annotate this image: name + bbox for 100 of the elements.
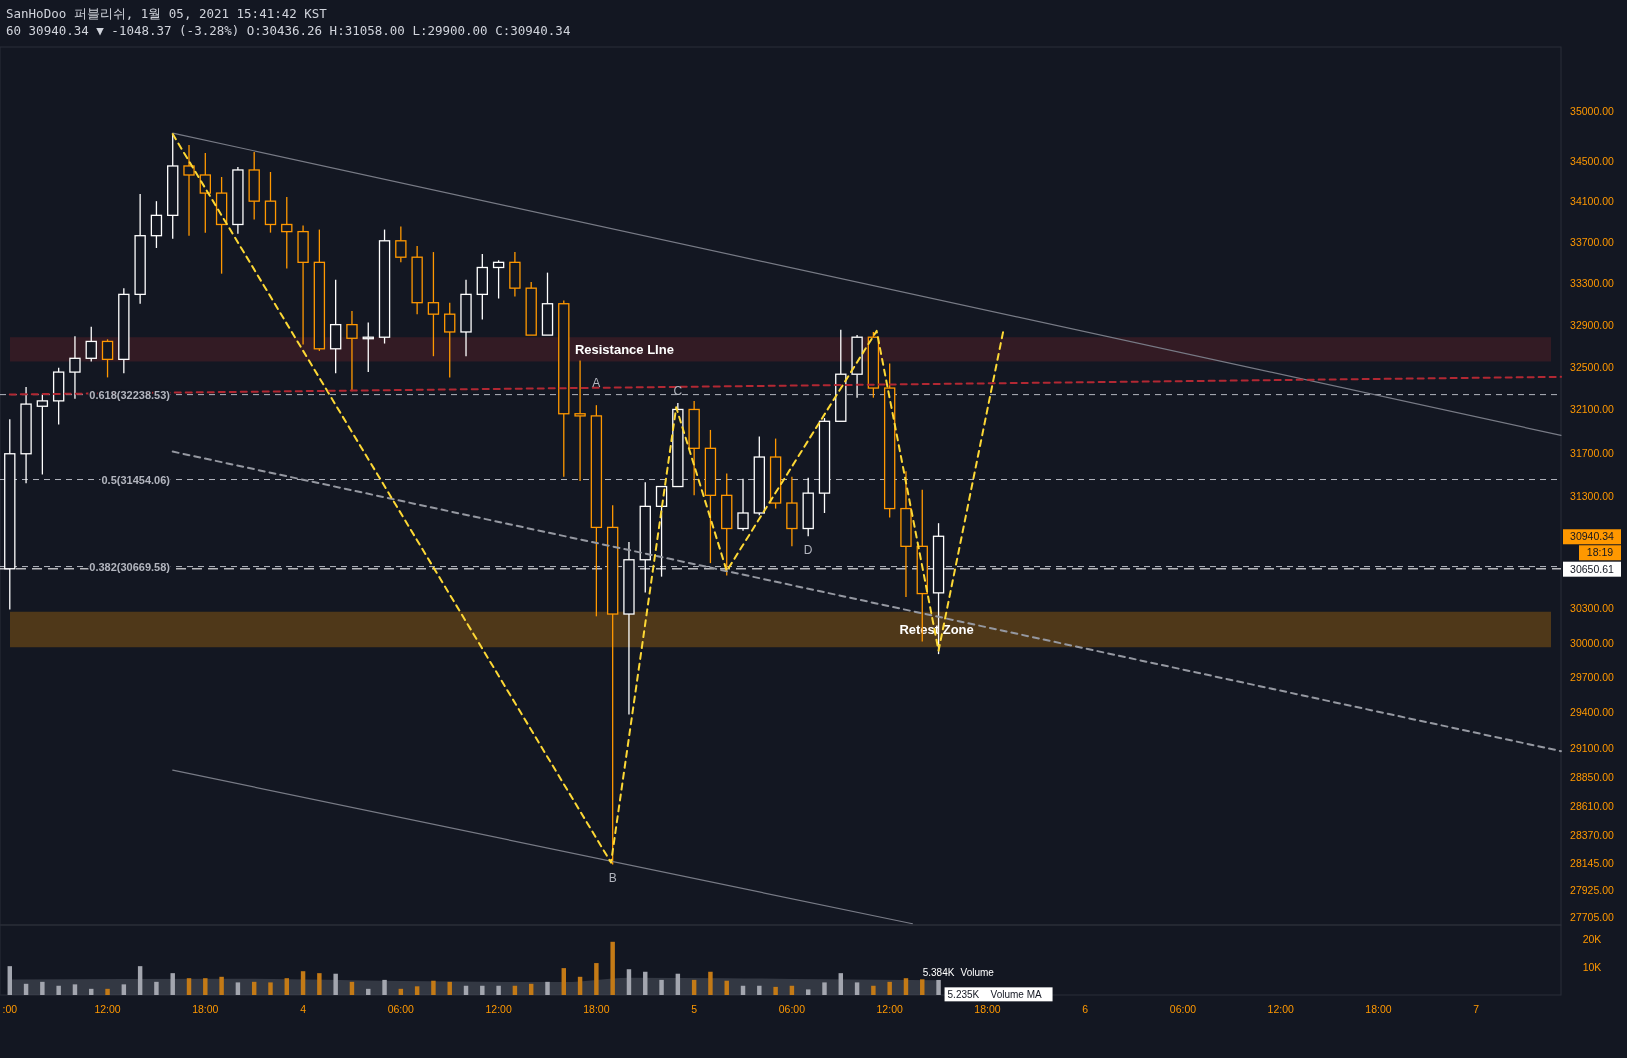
bar (757, 985, 762, 995)
x-tick-label: 06:00 (387, 1003, 415, 1015)
data-label: 5.384K (922, 966, 955, 978)
x-tick-label: 7 (1473, 1003, 1480, 1015)
bar (610, 941, 615, 995)
candlestick (737, 478, 749, 532)
candlestick (232, 166, 244, 235)
text: Volume MA (990, 989, 1043, 1001)
y-tick-label: 30000.00 (1570, 636, 1615, 649)
bar (121, 984, 127, 995)
x-tick-label: 18:00 (1365, 1003, 1392, 1015)
x-tick-label: 06:00 (1169, 1003, 1197, 1015)
bar (920, 979, 925, 995)
text: 30940.34 (1570, 530, 1615, 543)
x-tick-label: 06:00 (778, 1003, 806, 1015)
y-tick-label: 20K (1582, 933, 1602, 945)
y-tick-label: 28145.00 (1570, 856, 1615, 869)
chart-subtitle: 60 30940.34 ▼ -1048.37 (-3.28%) O:30436.26 H:31058.00 L:29900.00 C:30940.34 (6, 23, 571, 38)
y-tick-label: 32900.00 (1570, 318, 1615, 331)
bar (349, 981, 355, 995)
annotation: B (608, 871, 617, 886)
bar (691, 979, 697, 995)
x-tick-label: 12:00 (94, 1003, 121, 1015)
bar (317, 973, 322, 995)
x-tick-label: 12:00 (876, 1003, 903, 1015)
y-tick-label: 35000.00 (1570, 105, 1615, 118)
bar (72, 984, 78, 995)
annotation: D (803, 543, 813, 558)
bar (333, 973, 338, 995)
bar (7, 966, 12, 995)
y-tick-label: 29100.00 (1570, 741, 1615, 754)
bar (773, 986, 778, 995)
x-tick-label: 5 (691, 1003, 698, 1015)
chart-title: SanHoDoo 퍼블리쉬, 1월 05, 2021 15:41:42 KST (6, 6, 328, 21)
line-series (171, 133, 1005, 864)
band-label: Resistance LIne (574, 342, 674, 358)
candlestick (297, 224, 309, 346)
x-tick-label: 12:00 (485, 1003, 512, 1015)
candlestick (183, 144, 195, 237)
bar (871, 985, 876, 995)
series-label: Volume (960, 966, 995, 978)
bar (268, 982, 273, 995)
bar (203, 978, 208, 995)
candlestick (786, 476, 798, 547)
bar (496, 985, 501, 995)
x-tick-label: 18:00 (583, 1003, 610, 1015)
candlestick (900, 470, 912, 598)
bar (235, 982, 241, 995)
y-tick-label: 33300.00 (1570, 276, 1615, 289)
y-tick-label: 27925.00 (1570, 883, 1615, 896)
bar (708, 971, 713, 995)
candlestick (541, 271, 554, 336)
y-tick-label: 32100.00 (1570, 403, 1615, 416)
y-tick-label: 34100.00 (1570, 195, 1615, 208)
bar (56, 985, 61, 995)
y-tick-label: 28370.00 (1570, 829, 1615, 842)
candlestick (167, 133, 179, 240)
candlestick (721, 472, 733, 577)
bar (186, 978, 192, 995)
candlestick (574, 359, 586, 482)
y-tick-label: 31700.00 (1570, 446, 1615, 459)
x-tick-label: 4 (300, 1003, 307, 1015)
candlestick (623, 541, 635, 716)
bar (170, 973, 175, 995)
bar (480, 985, 485, 995)
bar (40, 981, 45, 995)
bar (887, 981, 892, 995)
bar (936, 979, 941, 995)
bar (626, 969, 632, 995)
bar (251, 981, 257, 995)
bar (414, 986, 420, 995)
annotation: A (592, 375, 601, 390)
bar (822, 982, 827, 995)
x-tick-label: 6 (1082, 1003, 1089, 1015)
candlestick (281, 196, 293, 270)
bar (137, 966, 143, 995)
candlestick (509, 251, 521, 298)
ref-line-label: 0.5(31454.06) (101, 473, 171, 486)
bar (854, 982, 860, 995)
bar (382, 979, 387, 995)
x-tick-label: 18:00 (974, 1003, 1001, 1015)
candlestick (851, 334, 863, 399)
y-tick-label: 31300.00 (1570, 490, 1615, 503)
bar (284, 978, 289, 995)
candlestick (329, 279, 342, 374)
bar (659, 979, 664, 995)
bar (903, 978, 909, 995)
y-tick-label: 34500.00 (1570, 154, 1615, 167)
bar (300, 971, 306, 995)
candlestick (606, 504, 619, 866)
y-tick-label: 27705.00 (1570, 910, 1615, 923)
y-tick-label: 29700.00 (1570, 671, 1615, 684)
candlestick (69, 335, 81, 400)
bar (447, 981, 452, 995)
candlestick (346, 310, 358, 392)
bar (431, 980, 436, 995)
bar (105, 988, 110, 995)
bar (805, 989, 811, 995)
bar (838, 973, 844, 995)
data-label: 5.235K (947, 989, 980, 1001)
